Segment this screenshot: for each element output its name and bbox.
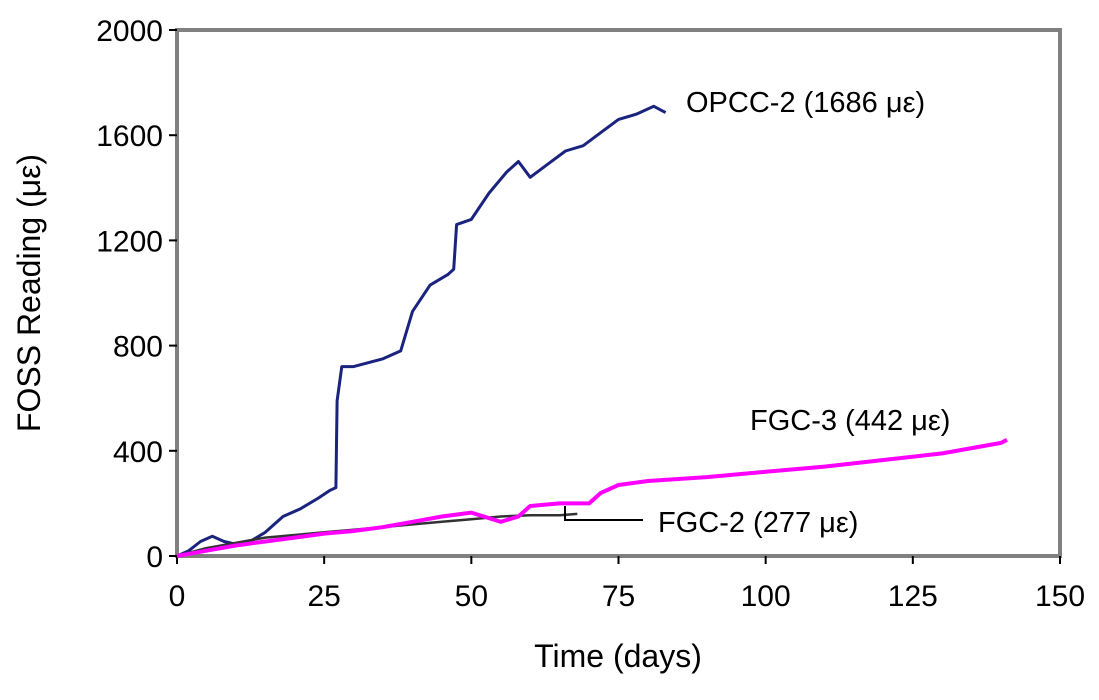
x-tick-label: 100 [741, 580, 791, 613]
annotation-fgc-2: FGC-2 (277 με) [658, 507, 858, 539]
fgc2-leader-line [564, 506, 643, 521]
series-layer [176, 104, 1008, 558]
x-tick-label: 75 [602, 580, 635, 613]
y-axis-title: FOSS Reading (με) [11, 154, 47, 432]
series-fgc-3-line [176, 438, 1008, 558]
x-tick-label: 50 [455, 580, 488, 613]
annotation-fgc-3: FGC-3 (442 με) [750, 405, 950, 437]
plot-area [175, 28, 1062, 558]
x-axis-ticks: 0 25 50 75 100 125 150 [169, 556, 1085, 613]
x-axis-title: Time (days) [534, 638, 702, 674]
y-tick-label: 1600 [96, 120, 163, 153]
x-tick-label: 125 [888, 580, 938, 613]
y-tick-label: 400 [113, 436, 163, 469]
y-tick-label: 1200 [96, 225, 163, 258]
x-tick-label: 150 [1035, 580, 1085, 613]
y-tick-label: 800 [113, 331, 163, 364]
y-tick-label: 2000 [96, 15, 163, 48]
annotation-opcc-2: OPCC-2 (1686 με) [686, 87, 925, 119]
y-axis-ticks: 0 400 800 1200 1600 2000 [96, 15, 177, 574]
x-tick-label: 0 [169, 580, 186, 613]
y-tick-label: 0 [146, 541, 163, 574]
x-tick-label: 25 [307, 580, 340, 613]
